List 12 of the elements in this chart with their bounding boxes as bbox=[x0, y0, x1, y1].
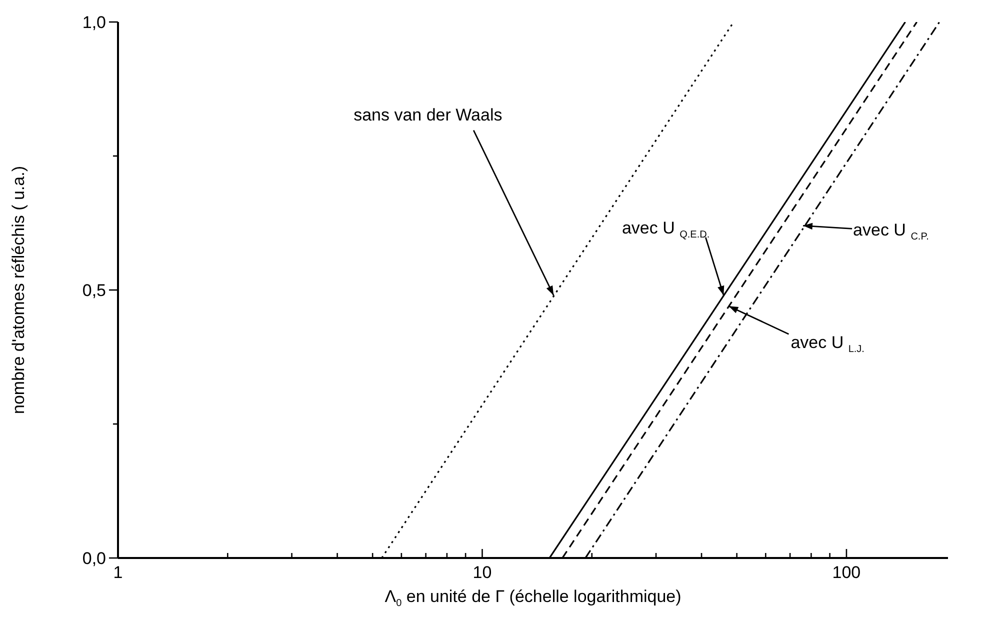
annotation: avec U $_{L.J.}$ bbox=[790, 333, 864, 355]
annotation: avec U $_{Q.E.D.}$ bbox=[622, 218, 710, 240]
y-tick-label: 0,5 bbox=[82, 281, 106, 300]
annotation: avec U $_{C.P.}$ bbox=[853, 220, 929, 242]
y-tick-label: 0,0 bbox=[82, 549, 106, 568]
x-tick-label: 10 bbox=[472, 563, 492, 582]
x-axis-title: Λ$_{0}$ en unité de Γ (échelle logarithmique) bbox=[384, 587, 682, 608]
x-tick-label: 100 bbox=[832, 563, 861, 582]
annotation: sans van der Waals bbox=[354, 105, 502, 124]
x-tick-label: 1 bbox=[113, 563, 123, 582]
y-tick-label: 1,0 bbox=[82, 13, 106, 32]
y-axis-title: nombre d'atomes réfléchis ( u.a.) bbox=[9, 166, 28, 414]
